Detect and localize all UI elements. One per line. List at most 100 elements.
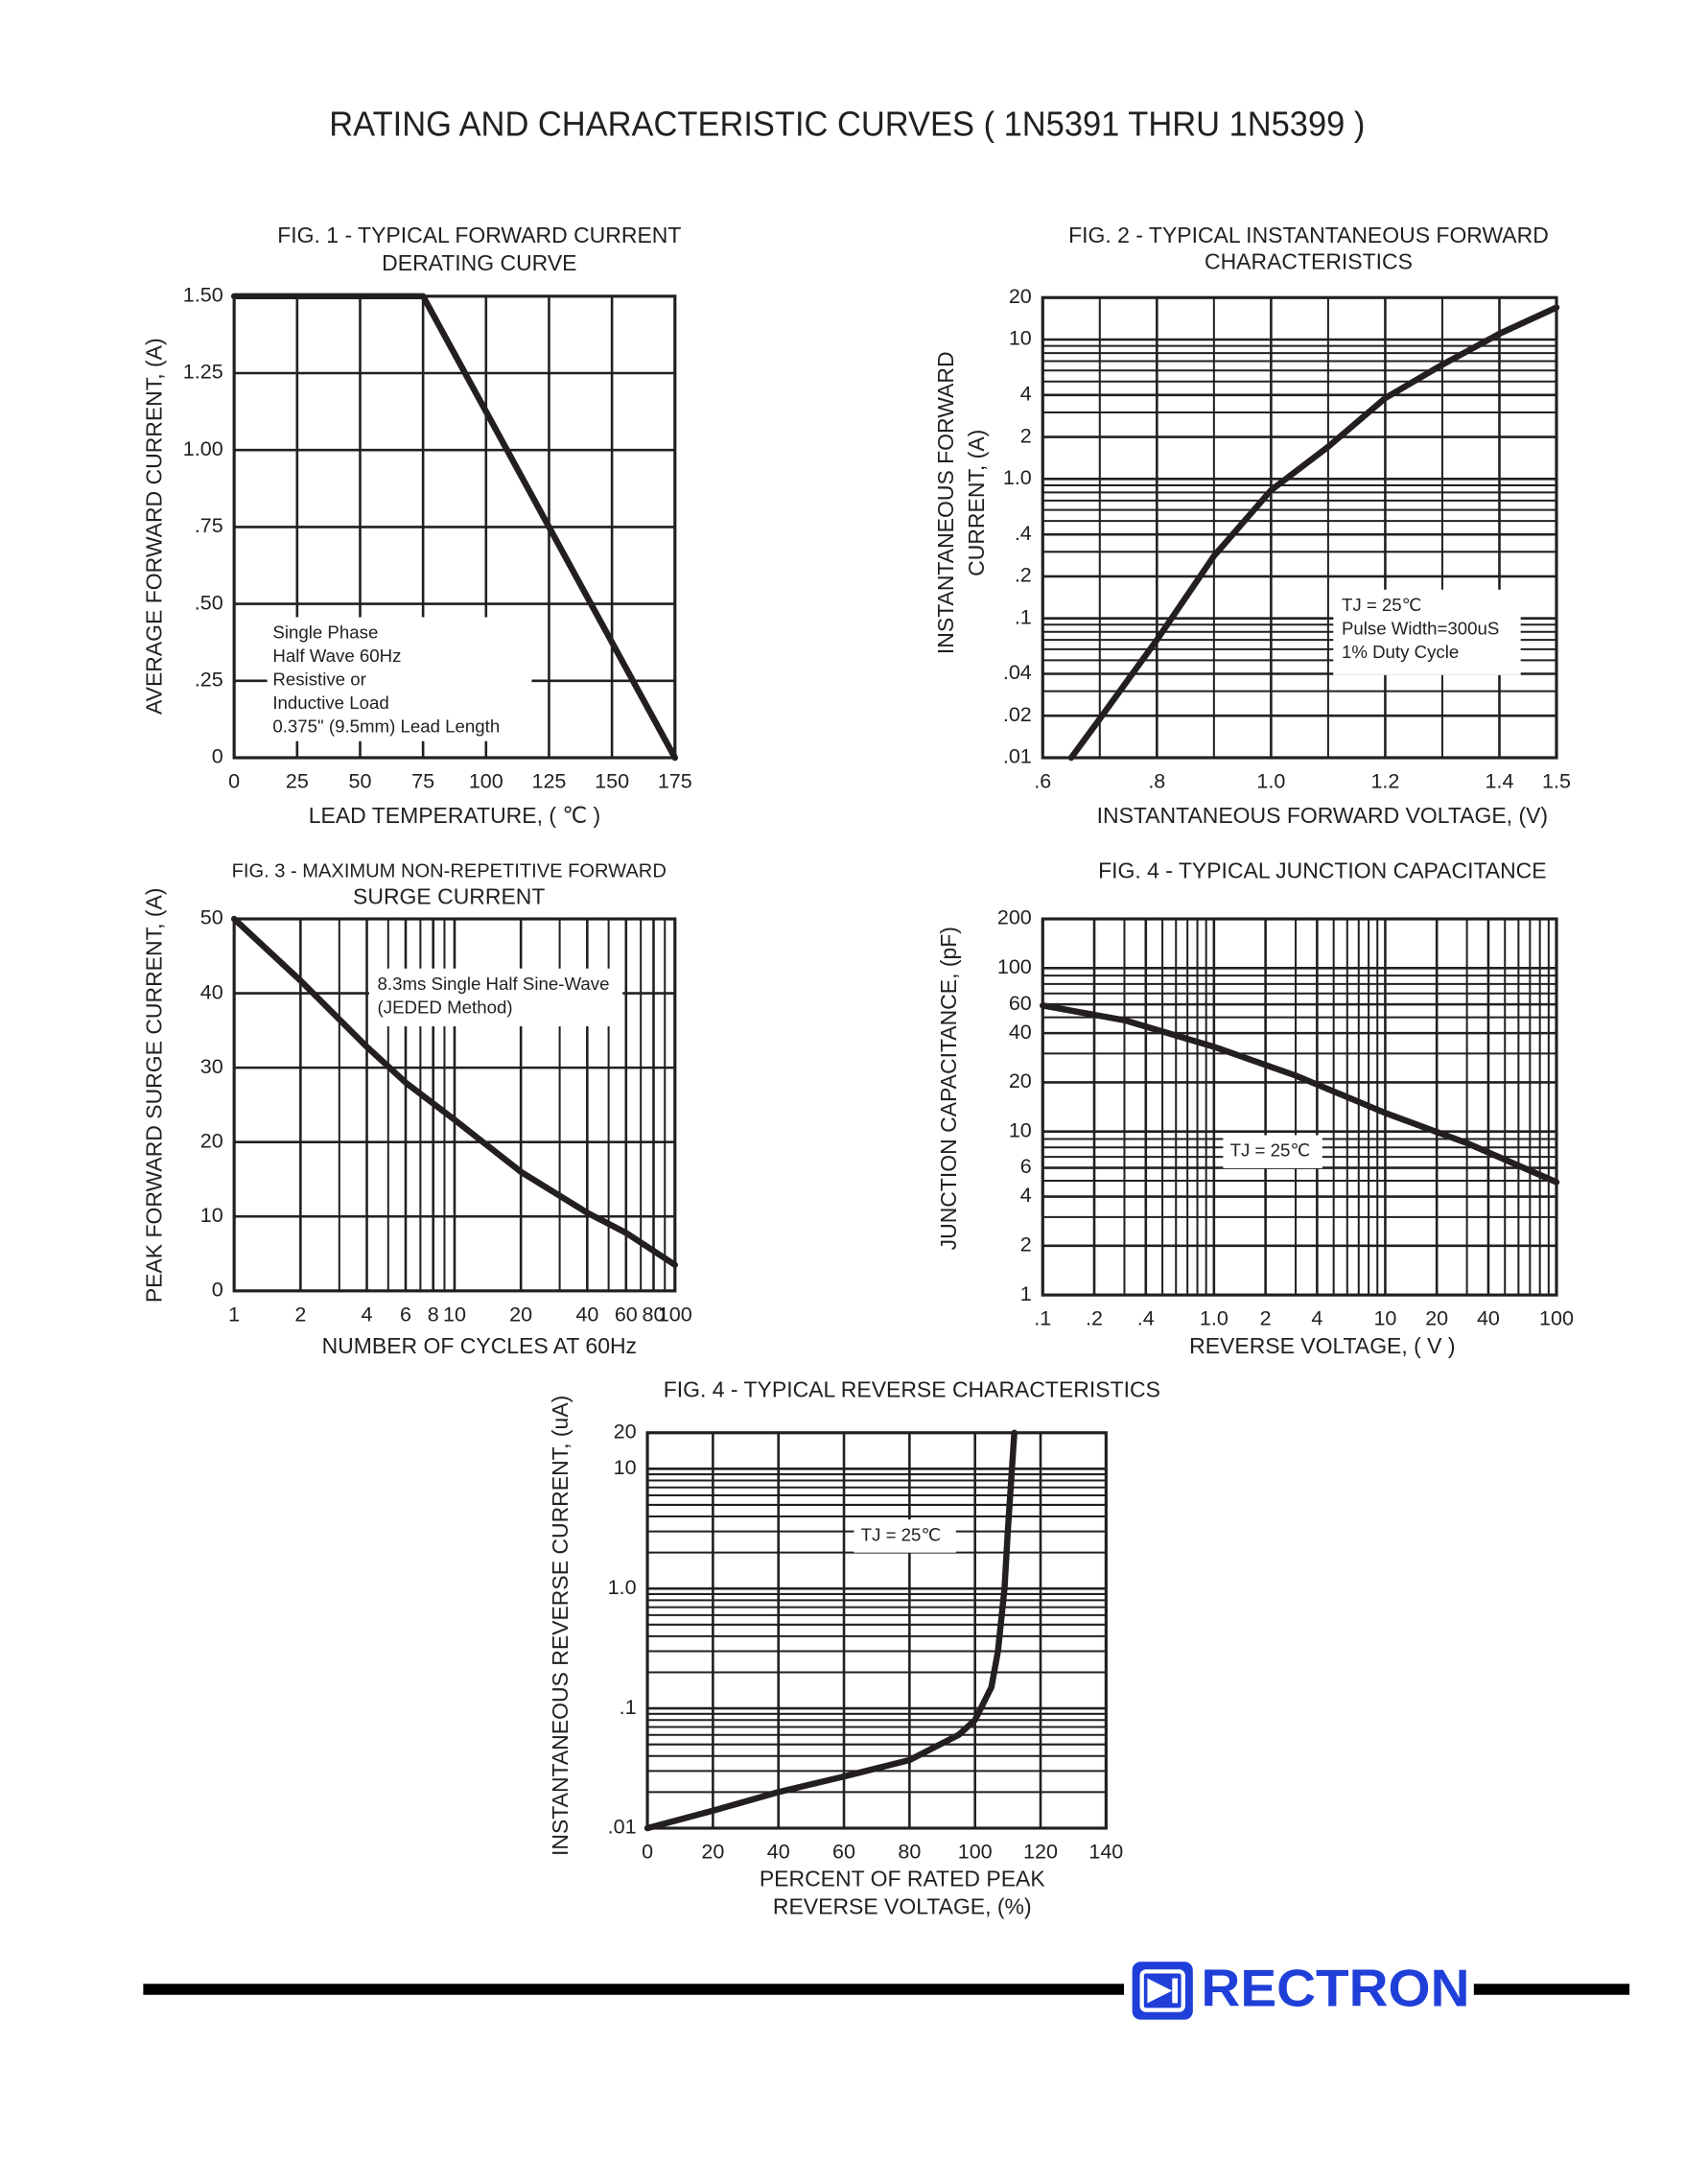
x-tick-label: 1.0 <box>1200 1307 1228 1330</box>
y-tick-label: 1.0 <box>608 1576 637 1599</box>
y-axis-label: AVERAGE FORWARD CURRENT, (A) <box>141 338 166 715</box>
x-tick-label: 0 <box>642 1841 653 1864</box>
x-tick-label: 175 <box>658 770 692 793</box>
curve <box>1040 1002 1560 1186</box>
y-tick-label: .50 <box>195 591 223 614</box>
x-tick-label: 100 <box>658 1303 692 1326</box>
x-axis-label: NUMBER OF CYCLES AT 60Hz <box>322 1333 637 1358</box>
annotation-box <box>854 1519 956 1553</box>
x-tick-label: 125 <box>531 770 566 793</box>
y-tick-label: 4 <box>1020 383 1032 406</box>
x-tick-label: .2 <box>1086 1307 1103 1330</box>
x-tick-label: 150 <box>595 770 629 793</box>
y-tick-label: 40 <box>1009 1021 1032 1044</box>
y-tick-label: .1 <box>620 1696 637 1719</box>
footer-rule <box>143 1984 1125 1995</box>
x-tick-label: 140 <box>1088 1841 1123 1864</box>
x-tick-label: 1.2 <box>1370 770 1399 793</box>
annotation-box <box>1223 1135 1322 1168</box>
y-tick-label: .75 <box>195 514 223 537</box>
x-tick-label: 4 <box>1311 1307 1322 1330</box>
annotation-box <box>1333 589 1521 675</box>
plot-frame <box>1041 295 1558 760</box>
y-tick-label: 0 <box>212 1279 223 1302</box>
y-tick-label: 1.00 <box>183 437 223 460</box>
y-tick-label: 20 <box>200 1129 223 1152</box>
y-tick-label: 10 <box>200 1204 223 1227</box>
plot-frame <box>645 1431 1108 1830</box>
x-axis-label: INSTANTANEOUS FORWARD VOLTAGE, (V) <box>1097 803 1548 828</box>
y-tick-label: 20 <box>1009 1069 1032 1092</box>
annotation: 0.375" (9.5mm) Lead Length <box>272 716 500 736</box>
y-axis-label: PEAK FORWARD SURGE CURRENT, (A) <box>141 888 166 1304</box>
x-tick-label: 100 <box>469 770 503 793</box>
x-tick-label: 40 <box>575 1303 598 1326</box>
curve <box>643 1429 1018 1832</box>
x-tick-label: 100 <box>1539 1307 1574 1330</box>
y-tick-label: 30 <box>200 1055 223 1078</box>
y-tick-label: .02 <box>1003 703 1032 726</box>
y-tick-label: 10 <box>1009 327 1032 350</box>
y-tick-label: 40 <box>200 980 223 1003</box>
annotation: 8.3ms Single Half Sine-Wave <box>378 974 610 994</box>
x-tick-label: 100 <box>958 1841 993 1864</box>
y-tick-label: 60 <box>1009 992 1032 1015</box>
logo-mark <box>1132 1961 1193 2020</box>
y-tick-label: 1.0 <box>1003 466 1032 489</box>
x-tick-label: 1.0 <box>1256 770 1285 793</box>
y-tick-label: .25 <box>195 668 223 691</box>
x-axis-label: LEAD TEMPERATURE, ( ℃ ) <box>309 803 600 828</box>
curve <box>1067 304 1560 762</box>
x-tick-label: 8 <box>428 1303 439 1326</box>
x-tick-label: 6 <box>400 1303 411 1326</box>
annotation: 1% Duty Cycle <box>1342 642 1459 662</box>
x-axis-label: PERCENT OF RATED PEAK <box>760 1867 1045 1891</box>
x-tick-label: .1 <box>1034 1307 1051 1330</box>
x-tick-label: .4 <box>1137 1307 1155 1330</box>
y-tick-label: .2 <box>1015 564 1032 587</box>
y-tick-label: 4 <box>1020 1184 1032 1207</box>
x-tick-label: 10 <box>1373 1307 1396 1330</box>
y-axis-label: INSTANTANEOUS FORWARD <box>933 351 958 654</box>
x-tick-label: 40 <box>1477 1307 1500 1330</box>
x-tick-label: 10 <box>443 1303 466 1326</box>
y-tick-label: .4 <box>1015 522 1032 545</box>
x-tick-label: 60 <box>832 1841 855 1864</box>
y-tick-label: .01 <box>1003 745 1032 768</box>
y-axis-label: JUNCTION CAPACITANCE, (pF) <box>936 927 961 1250</box>
x-axis-label: REVERSE VOLTAGE, (%) <box>773 1893 1032 1918</box>
x-tick-label: 25 <box>286 770 309 793</box>
x-tick-label: 20 <box>701 1841 724 1864</box>
x-tick-label: 20 <box>509 1303 532 1326</box>
x-tick-label: 75 <box>411 770 434 793</box>
annotation: Inductive Load <box>272 693 388 713</box>
x-tick-label: 1 <box>228 1303 240 1326</box>
y-tick-label: 1.50 <box>183 284 223 307</box>
curve <box>230 293 679 762</box>
chart-title: SURGE CURRENT <box>353 884 545 909</box>
chart-title: FIG. 4 - TYPICAL JUNCTION CAPACITANCE <box>1098 857 1547 882</box>
plot-frame <box>1041 917 1558 1297</box>
x-tick-label: 2 <box>294 1303 306 1326</box>
y-tick-label: 50 <box>200 906 223 929</box>
x-tick-label: 1.4 <box>1486 770 1514 793</box>
annotation: Single Phase <box>272 622 378 643</box>
plot-frame <box>232 294 677 760</box>
x-tick-label: 50 <box>349 770 372 793</box>
x-tick-label: 60 <box>615 1303 638 1326</box>
annotation: (JEDED Method) <box>378 997 513 1017</box>
page-title: RATING AND CHARACTERISTIC CURVES ( 1N539… <box>329 106 1365 144</box>
x-tick-label: 1.5 <box>1542 770 1571 793</box>
annotation: Half Wave 60Hz <box>272 646 401 666</box>
plot-frame <box>232 917 677 1293</box>
x-axis-label: REVERSE VOLTAGE, ( V ) <box>1189 1333 1455 1358</box>
chart-title: DERATING CURVE <box>382 250 576 275</box>
chart-title: FIG. 1 - TYPICAL FORWARD CURRENT <box>277 223 681 247</box>
y-tick-label: 20 <box>614 1420 637 1443</box>
annotation: TJ = 25℃ <box>1230 1140 1311 1161</box>
y-tick-label: 10 <box>614 1456 637 1479</box>
y-tick-label: .1 <box>1015 605 1032 628</box>
